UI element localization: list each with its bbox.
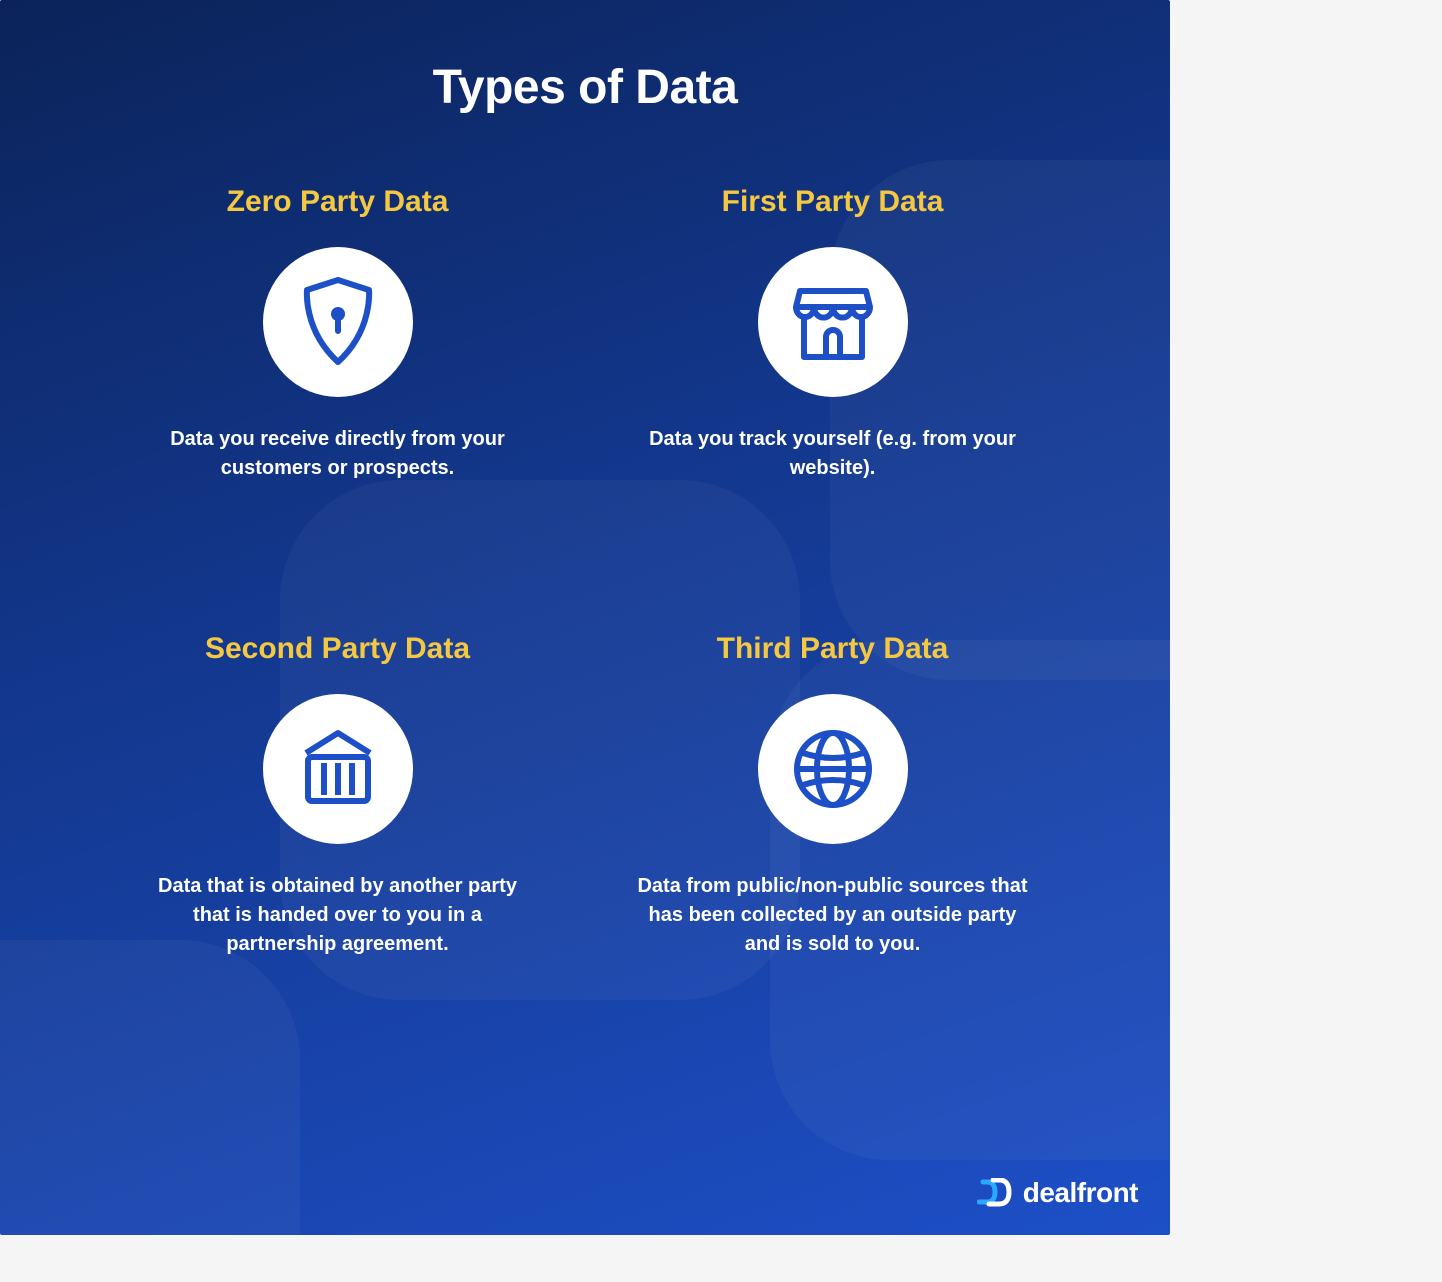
storefront-icon [788, 277, 878, 367]
cell-heading: Zero Party Data [227, 185, 449, 219]
bank-icon [292, 723, 384, 815]
cell-description: Data you receive directly from your cust… [138, 425, 538, 483]
icon-circle [263, 694, 413, 844]
brand-mark-icon [977, 1178, 1013, 1208]
grid: Zero Party Data Data you receive directl… [0, 115, 1170, 959]
cell-description: Data that is obtained by another party t… [138, 872, 538, 959]
icon-circle [263, 247, 413, 397]
icon-circle [758, 694, 908, 844]
bg-blob [0, 940, 300, 1235]
cell-third-party: Third Party Data Data from public/non-pu… [615, 632, 1050, 959]
brand: dealfront [977, 1177, 1138, 1209]
cell-zero-party: Zero Party Data Data you receive directl… [120, 185, 555, 512]
cell-description: Data you track yourself (e.g. from your … [633, 425, 1033, 483]
cell-first-party: First Party Data Data [615, 185, 1050, 512]
canvas: Types of Data Zero Party Data Data you r… [0, 0, 1442, 1282]
cell-second-party: Second Party Data Data that is obtained … [120, 632, 555, 959]
brand-name: dealfront [1023, 1177, 1138, 1209]
cell-description: Data from public/non-public sources that… [633, 872, 1033, 959]
shield-keyhole-icon [297, 276, 379, 368]
cell-heading: Second Party Data [205, 632, 470, 666]
page-title: Types of Data [0, 0, 1170, 115]
cell-heading: First Party Data [722, 185, 944, 219]
icon-circle [758, 247, 908, 397]
globe-icon [787, 723, 879, 815]
infographic: Types of Data Zero Party Data Data you r… [0, 0, 1170, 1235]
cell-heading: Third Party Data [717, 632, 949, 666]
